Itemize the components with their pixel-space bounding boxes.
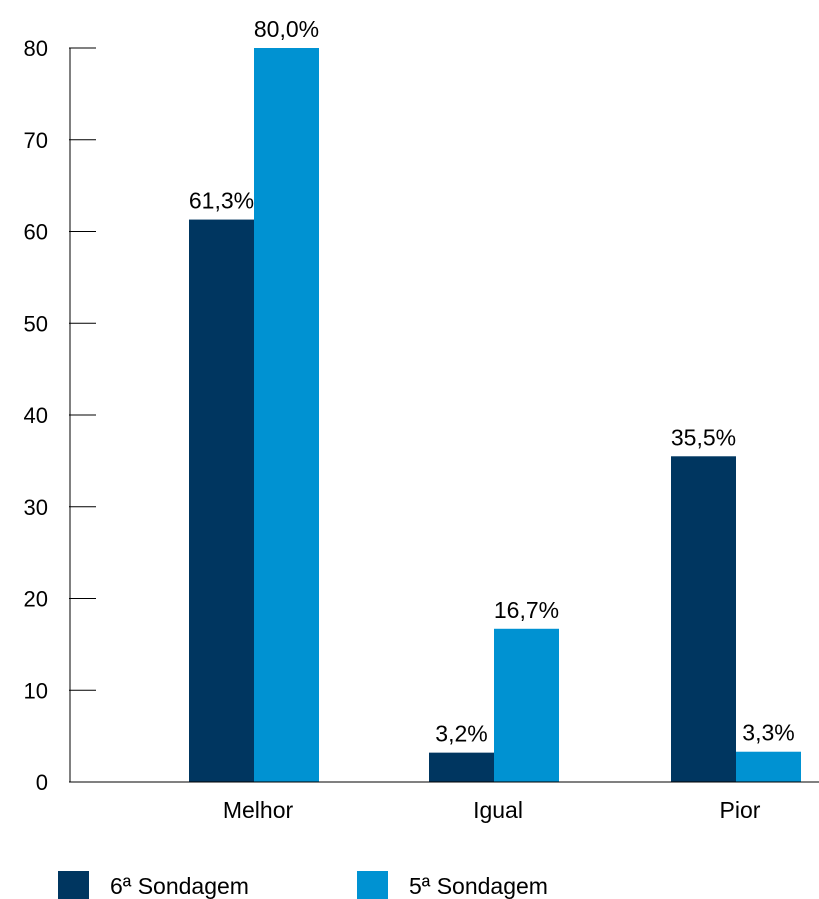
y-tick-label: 60: [24, 220, 48, 245]
x-axis: Melhor Igual Pior: [70, 782, 819, 823]
legend-swatch: [357, 871, 388, 899]
bar-value-label: 35,5%: [671, 424, 736, 450]
category-label: Pior: [720, 797, 761, 823]
y-tick-label: 20: [24, 587, 48, 612]
y-tick-label: 30: [24, 495, 48, 520]
y-tick-label: 0: [36, 770, 48, 795]
bar: [494, 629, 559, 782]
y-tick-label: 80: [24, 36, 48, 61]
y-tick-label: 40: [24, 403, 48, 428]
y-tick-label: 70: [24, 128, 48, 153]
category-label: Melhor: [223, 797, 294, 823]
legend-swatch: [58, 871, 89, 899]
y-tick-label: 10: [24, 678, 48, 703]
bar-value-label: 80,0%: [254, 16, 319, 42]
legend-label: 6ª Sondagem: [110, 873, 249, 899]
y-tick-label: 50: [24, 311, 48, 336]
bars: [189, 48, 801, 782]
bar: [736, 752, 801, 782]
y-axis: 0 10 20 30 40 50 60 70 80: [24, 36, 96, 795]
bar-value-label: 3,3%: [742, 720, 794, 746]
legend-label: 5ª Sondagem: [409, 873, 548, 899]
legend: 6ª Sondagem 5ª Sondagem: [58, 871, 548, 899]
bar-value-label: 3,2%: [435, 721, 487, 747]
bar-value-label: 16,7%: [494, 597, 559, 623]
bar: [429, 753, 494, 782]
category-label: Igual: [473, 797, 523, 823]
bar-value-label: 61,3%: [189, 188, 254, 214]
bar: [189, 220, 254, 782]
bar: [254, 48, 319, 782]
bar: [671, 456, 736, 782]
